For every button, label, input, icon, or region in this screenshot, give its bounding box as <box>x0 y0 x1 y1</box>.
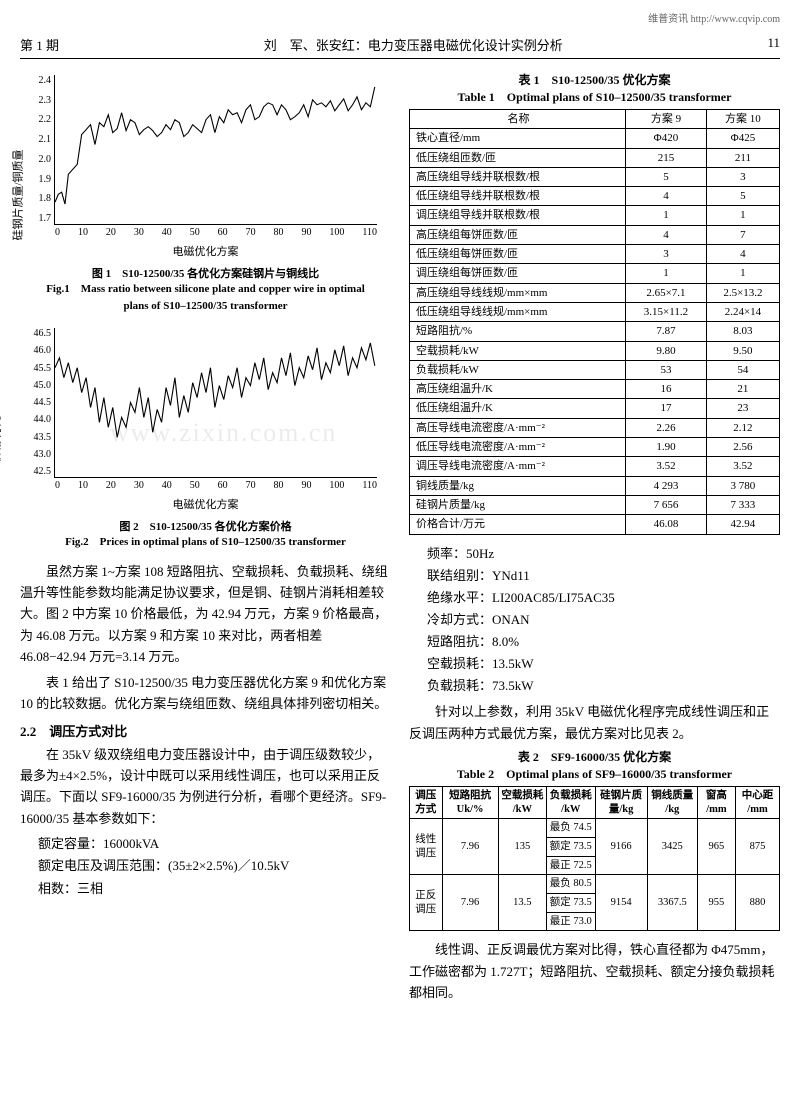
fig2-caption-en: Fig.2 Prices in optimal plans of S10–125… <box>20 534 391 551</box>
fig1-svg <box>55 75 377 224</box>
table1-caption-cn: 表 1 S10-12500/35 优化方案 <box>409 71 780 88</box>
paragraph-5: 线性调、正反调最优方案对比得，铁心直径都为 Φ475mm，工作磁密都为 1.72… <box>409 939 780 1003</box>
paragraph-2: 表 1 给出了 S10-12500/35 电力变压器优化方案 9 和优化方案 1… <box>20 672 391 715</box>
table-row: 高压绕组导线线规/mm×mm2.65×7.12.5×13.2 <box>410 283 780 302</box>
watermark-top: 维普资讯 http://www.cqvip.com <box>20 10 780 25</box>
table-row: 铁心直径/mmΦ420Φ425 <box>410 129 780 148</box>
table-row: 低压绕组导线线规/mm×mm3.15×11.22.24×14 <box>410 302 780 321</box>
table2-header-row: 调压方式 短路阻抗 Uk/% 空载损耗 /kW 负载损耗 /kW 硅钢片质量/k… <box>410 787 780 819</box>
table2-caption-en: Table 2 Optimal plans of SF9–16000/35 tr… <box>409 765 780 782</box>
fig1-caption-cn: 图 1 S10-12500/35 各优化方案硅钢片与铜线比 <box>20 265 391 281</box>
spec-phase: 相数：三相 <box>38 878 391 900</box>
figure-1: 硅钢片质量/铜质量 2.4 2.3 2.2 2.1 2.0 1.9 1.8 1.… <box>20 75 391 314</box>
paper-title-line: 刘 军、张安红：电力变压器电磁优化设计实例分析 <box>59 35 767 54</box>
table2-caption-cn: 表 2 SF9-16000/35 优化方案 <box>409 748 780 765</box>
spec-impedance: 短路阻抗：8.0% <box>427 631 780 653</box>
fig2-xlabel: 电磁优化方案 <box>20 496 391 512</box>
fig2-xaxis: 0102030405060708090100110 <box>55 480 377 491</box>
paragraph-3: 在 35kV 级双绕组电力变压器设计中，由于调压级数较少，最多为±4×2.5%，… <box>20 744 391 830</box>
table-row: 高压绕组导线并联根数/根53 <box>410 167 780 186</box>
paragraph-1: 虽然方案 1~方案 108 短路阻抗、空载损耗、负载损耗、绕组温升等性能参数均能… <box>20 561 391 668</box>
table-row: 正反调压7.9613.5最负 80.591543367.5955880 <box>410 875 780 894</box>
fig1-ylabel: 硅钢片质量/铜质量 <box>10 149 26 240</box>
table2-body: 线性调压7.96135最负 74.591663425965875额定 73.5最… <box>410 819 780 931</box>
spec-noload: 空载损耗：13.5kW <box>427 653 780 675</box>
table-row: 线性调压7.96135最负 74.591663425965875 <box>410 819 780 838</box>
two-column-layout: 硅钢片质量/铜质量 2.4 2.3 2.2 2.1 2.0 1.9 1.8 1.… <box>20 71 780 1008</box>
table-row: 低压绕组每饼匝数/匝34 <box>410 245 780 264</box>
fig2-caption-cn: 图 2 S10-12500/35 各优化方案价格 <box>20 518 391 534</box>
fig1-xlabel: 电磁优化方案 <box>20 243 391 259</box>
spec-insulation: 绝缘水平：LI200AC85/LI75AC35 <box>427 587 780 609</box>
table-1: 名称 方案 9 方案 10 铁心直径/mmΦ420Φ425低压绕组匝数/匝215… <box>409 109 780 535</box>
fig1-xaxis: 0102030405060708090100110 <box>55 227 377 238</box>
left-column: 硅钢片质量/铜质量 2.4 2.3 2.2 2.1 2.0 1.9 1.8 1.… <box>20 71 391 1008</box>
spec-block-left: 额定容量：16000kVA 额定电压及调压范围：(35±2×2.5%)／10.5… <box>38 833 391 899</box>
right-column: 表 1 S10-12500/35 优化方案 Table 1 Optimal pl… <box>409 71 780 1008</box>
page-number: 11 <box>767 35 780 54</box>
table-row: 低压绕组温升/K1723 <box>410 399 780 418</box>
table-2: 调压方式 短路阻抗 Uk/% 空载损耗 /kW 负载损耗 /kW 硅钢片质量/k… <box>409 786 780 931</box>
table-row: 调压绕组每饼匝数/匝11 <box>410 264 780 283</box>
fig1-chart-area: 2.4 2.3 2.2 2.1 2.0 1.9 1.8 1.7 01020304… <box>54 75 377 225</box>
table1-body: 铁心直径/mmΦ420Φ425低压绕组匝数/匝215211高压绕组导线并联根数/… <box>410 129 780 534</box>
spec-voltage: 额定电压及调压范围：(35±2×2.5%)／10.5kV <box>38 855 391 877</box>
table-row: 硅钢片质量/kg7 6567 333 <box>410 495 780 514</box>
spec-freq: 频率：50Hz <box>427 543 780 565</box>
page-header: 第 1 期 刘 军、张安红：电力变压器电磁优化设计实例分析 11 <box>20 29 780 59</box>
table-row: 低压绕组匝数/匝215211 <box>410 148 780 167</box>
figure-2: 价格/万元 46.5 46.0 45.5 45.0 44.5 44.0 43.5… <box>20 328 391 551</box>
table-row: 调压导线电流密度/A·mm⁻²3.523.52 <box>410 457 780 476</box>
table-row: 负载损耗/kW5354 <box>410 360 780 379</box>
table-row: 高压绕组温升/K1621 <box>410 380 780 399</box>
fig2-chart-area: 46.5 46.0 45.5 45.0 44.5 44.0 43.5 43.0 … <box>54 328 377 478</box>
fig2-yaxis: 46.5 46.0 45.5 45.0 44.5 44.0 43.5 43.0 … <box>27 328 51 477</box>
fig1-yaxis: 2.4 2.3 2.2 2.1 2.0 1.9 1.8 1.7 <box>27 75 51 224</box>
table-row: 高压导线电流密度/A·mm⁻²2.262.12 <box>410 418 780 437</box>
spec-connection: 联结组别：YNd11 <box>427 565 780 587</box>
table-row: 低压导线电流密度/A·mm⁻²1.902.56 <box>410 438 780 457</box>
spec-load: 负载损耗：73.5kW <box>427 675 780 697</box>
table-row: 高压绕组每饼匝数/匝47 <box>410 225 780 244</box>
spec-cooling: 冷却方式：ONAN <box>427 609 780 631</box>
paragraph-4: 针对以上参数，利用 35kV 电磁优化程序完成线性调压和正反调压两种方式最优方案… <box>409 701 780 744</box>
table1-header-row: 名称 方案 9 方案 10 <box>410 110 780 129</box>
table1-caption-en: Table 1 Optimal plans of S10–12500/35 tr… <box>409 88 780 105</box>
fig1-caption-en: Fig.1 Mass ratio between silicone plate … <box>20 281 391 314</box>
fig2-svg <box>55 328 377 477</box>
fig1-line <box>55 87 375 204</box>
table-row: 铜线质量/kg4 2933 780 <box>410 476 780 495</box>
fig2-line <box>55 343 375 437</box>
table-row: 价格合计/万元46.0842.94 <box>410 515 780 534</box>
table-row: 短路阻抗/%7.878.03 <box>410 322 780 341</box>
table-row: 调压绕组导线并联根数/根11 <box>410 206 780 225</box>
spec-block-right: 频率：50Hz 联结组别：YNd11 绝缘水平：LI200AC85/LI75AC… <box>427 543 780 698</box>
fig2-ylabel: 价格/万元 <box>0 416 4 463</box>
table-row: 空载损耗/kW9.809.50 <box>410 341 780 360</box>
issue-label: 第 1 期 <box>20 35 59 54</box>
spec-capacity: 额定容量：16000kVA <box>38 833 391 855</box>
table-row: 低压绕组导线并联根数/根45 <box>410 187 780 206</box>
section-2-2-heading: 2.2 调压方式对比 <box>20 721 391 740</box>
